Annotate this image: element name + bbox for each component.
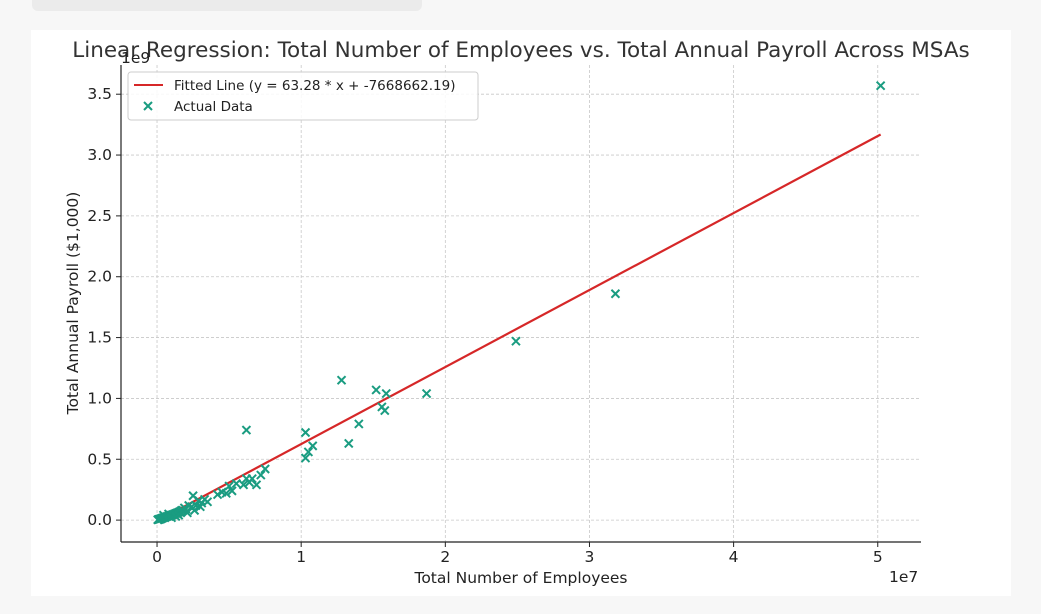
data-point: [241, 425, 252, 435]
x-tick-label: 2: [440, 548, 450, 566]
data-point: [251, 480, 262, 490]
x-axis-label: Total Number of Employees: [413, 569, 627, 587]
ticks: 0 1 2 3 4 5 0.0 0.5 1.0 1.5 2.0 2.5 3.0 3.5: [87, 85, 882, 566]
data-point: [212, 489, 223, 500]
y-axis-label: Total Annual Payroll ($1,000): [64, 192, 82, 416]
data-point: [336, 375, 347, 385]
data-point: [300, 427, 311, 438]
y-tick-label: 3.5: [87, 85, 112, 103]
chart-title: Linear Regression: Total Number of Emplo…: [72, 38, 969, 63]
data-point: [238, 480, 249, 490]
legend-label-fitted-line: Fitted Line (y = 63.28 * x + -7668662.19…: [174, 78, 455, 94]
fitted-line: [156, 133, 882, 523]
data-point: [875, 80, 886, 91]
y-tick-label: 0.0: [87, 511, 112, 529]
legend-box: [127, 71, 479, 121]
data-point: [344, 438, 354, 449]
data-point: [189, 505, 200, 516]
data-point: [256, 470, 266, 480]
data-point: [241, 474, 252, 484]
y-offset-label: 1e9: [121, 49, 150, 67]
data-point: [153, 515, 163, 525]
y-tick-label: 1.5: [87, 329, 112, 347]
x-tick-label: 1: [296, 548, 306, 566]
data-point: [354, 419, 364, 429]
data-point: [171, 511, 181, 522]
data-point: [371, 385, 381, 395]
data-point: [511, 336, 521, 346]
x-tick-label: 5: [873, 548, 883, 566]
data-point: [182, 508, 193, 518]
y-tick-label: 3.0: [87, 146, 112, 164]
top-strip: [32, 0, 422, 11]
data-point: [381, 388, 391, 399]
data-point: [195, 502, 205, 512]
grid-lines: [121, 65, 921, 542]
legend-point-swatch: [143, 101, 153, 111]
fitted-line-layer: [156, 133, 882, 523]
y-tick-label: 2.0: [87, 268, 112, 286]
legend: Fitted Line (y = 63.28 * x + -7668662.19…: [127, 71, 479, 121]
scatter-points: [153, 80, 886, 525]
data-point: [260, 464, 270, 474]
data-point: [380, 405, 390, 416]
data-point: [421, 388, 432, 399]
data-point: [300, 453, 311, 463]
y-tick-label: 1.0: [87, 389, 112, 407]
data-point: [231, 478, 242, 489]
x-tick-label: 0: [152, 548, 162, 566]
data-point: [188, 491, 198, 501]
y-tick-label: 0.5: [87, 450, 112, 468]
x-offset-label: 1e7: [889, 568, 918, 586]
x-tick-label: 3: [585, 548, 595, 566]
x-tick-label: 4: [729, 548, 739, 566]
data-point: [303, 447, 314, 457]
legend-label-actual-data: Actual Data: [174, 99, 253, 115]
data-point: [308, 441, 318, 451]
data-point: [610, 289, 621, 299]
data-point: [217, 487, 227, 497]
axes: [120, 65, 921, 543]
y-tick-label: 2.5: [87, 207, 112, 225]
data-point: [227, 486, 237, 496]
